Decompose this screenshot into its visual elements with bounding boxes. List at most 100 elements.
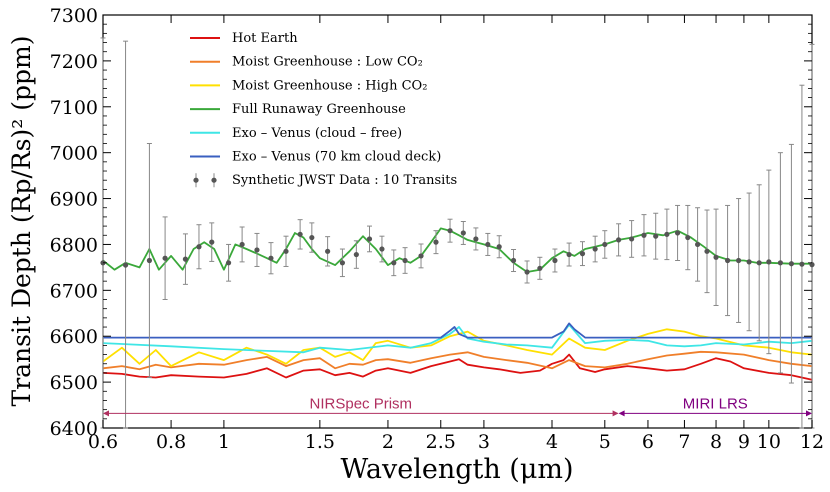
y-tick-label: 7000 [50,143,98,165]
data-point [473,236,479,242]
x-tick-label: 9 [738,431,750,453]
data-point [309,234,315,241]
band-arrow-head-right [612,410,619,417]
series-line-5 [103,322,812,339]
data-point [674,230,681,236]
data-point [724,257,731,264]
series-line-2 [102,328,813,368]
band-annotations: NIRSpec Prism MIRI LRS [103,395,812,417]
x-tick-label: 3 [478,431,490,453]
data-point [433,239,439,245]
data-point [766,259,772,265]
x-tick-label: 4 [546,431,558,453]
band-arrow-head-right [806,410,812,417]
data-point [379,246,385,252]
series-line-1 [102,350,813,371]
data-point [268,255,274,261]
x-tick-label: 6 [642,431,654,453]
y-axis-label: Transit Depth (Rp/Rs)² (ppm) [7,36,36,407]
y-tick-label: 7200 [50,51,98,73]
data-markers [100,37,815,429]
data-point [537,265,543,271]
legend-label: Full Runaway Greenhouse [232,102,406,117]
legend-swatch-point [211,177,217,183]
data-point [325,248,331,254]
legend-label: Exo – Venus (cloud – free) [232,126,402,141]
data-point [283,248,289,254]
plot-area: NIRSpec Prism MIRI LRS 0.6 0.8 1 1.5 2 2.5 3 4 5 6… [50,5,824,453]
x-tick-label: 1 [218,431,230,453]
data-point [239,241,245,248]
x-tick-label: 8 [710,431,722,453]
data-point [788,261,795,267]
data-point [122,262,129,268]
y-tick-label: 7300 [50,5,98,27]
data-point [777,260,783,266]
data-point [182,256,189,262]
data-point [735,257,742,264]
data-point [418,253,424,259]
x-tick-label: 12 [800,431,824,453]
data-point [799,261,805,267]
band-arrow-head-left [103,410,109,417]
model-lines [102,227,813,381]
data-point [366,236,373,242]
data-point [402,257,408,264]
data-point [809,262,815,268]
data-point [339,260,346,266]
data-point [653,233,659,239]
x-tick-label: 5 [599,431,611,453]
data-point [162,255,168,261]
x-tick-label: 2.5 [426,431,456,453]
y-tick-label: 7100 [50,97,98,119]
y-tick-label: 6600 [50,326,98,348]
data-point [524,269,530,275]
legend-label: Moist Greenhouse : High CO₂ [232,78,427,93]
y-tick-label: 6400 [50,418,98,440]
x-tick-label: 2 [382,431,394,453]
data-point [447,228,453,234]
data-point [353,251,359,258]
data-point [510,257,517,264]
legend-label: Hot Earth [232,31,298,46]
data-point [297,231,303,237]
y-tick-label: 6500 [50,372,98,394]
data-point [694,241,701,248]
legend-label: Moist Greenhouse : Low CO₂ [232,55,423,70]
data-point [254,247,260,253]
data-point [460,230,466,236]
series-line-0 [102,353,813,381]
data-point [196,244,202,250]
legend-label: Exo – Venus (70 km cloud deck) [232,150,441,165]
x-tick-label: 10 [757,431,781,453]
data-point [592,246,598,252]
legend-swatch-point [193,177,199,183]
data-point [629,236,635,242]
series-line-4 [102,323,813,354]
data-point [746,259,752,265]
x-tick-label: 0.6 [88,431,118,453]
data-point [602,241,608,248]
data-point [664,231,670,237]
data-point [756,260,762,266]
axis-ticks: 0.6 0.8 1 1.5 2 2.5 3 4 5 6 7 8 9 10 12 6400 6500 6600 670… [50,5,824,453]
band-arrow-head-left [618,410,625,417]
series-line-3 [102,227,812,273]
data-point [685,234,691,241]
data-point [496,244,502,250]
x-tick-label: 7 [678,431,690,453]
data-point [579,251,586,257]
data-point [391,260,397,266]
data-point [225,260,232,266]
y-tick-label: 6800 [50,234,98,256]
data-point [641,232,647,238]
x-tick-label: 0.8 [156,431,186,453]
x-axis-label: Wavelength (μm) [340,454,573,485]
y-tick-label: 6900 [50,189,98,211]
band-label: NIRSpec Prism [310,395,413,412]
legend: Hot Earth Moist Greenhouse : Low CO₂ Moist… [190,31,457,188]
data-point [713,254,719,260]
plot-frame [102,14,813,429]
band-label: MIRI LRS [683,395,748,412]
